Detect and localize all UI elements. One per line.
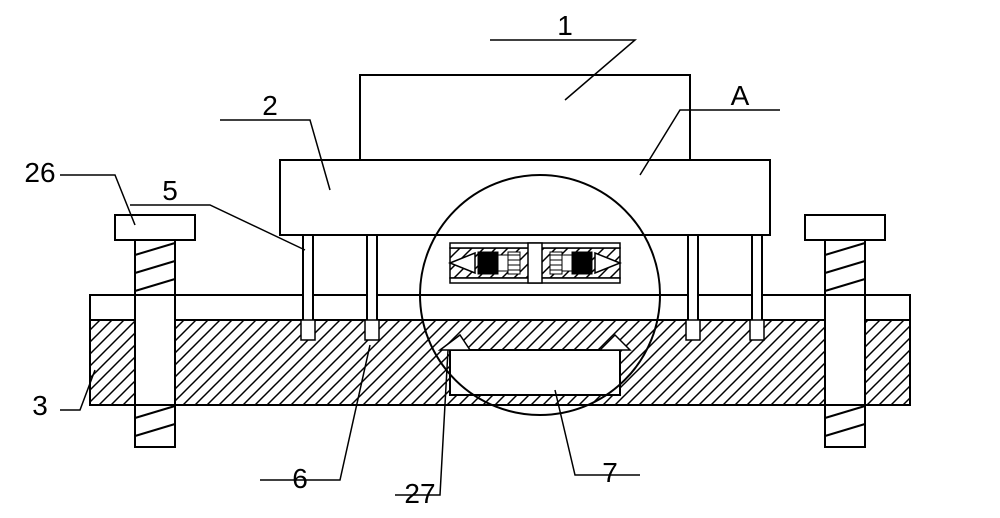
label-6: 6 <box>292 463 308 494</box>
label-A: A <box>731 80 750 111</box>
center-assembly <box>450 243 620 283</box>
bolt-cap-left <box>115 215 195 240</box>
label-26: 26 <box>24 157 55 188</box>
label-1: 1 <box>557 10 573 41</box>
label-7: 7 <box>602 457 618 488</box>
label-2: 2 <box>262 90 278 121</box>
bolt-cap-right <box>805 215 885 240</box>
top-block <box>360 75 690 160</box>
rail <box>90 295 910 320</box>
label-3: 3 <box>32 390 48 421</box>
label-5: 5 <box>162 175 178 206</box>
bolt-right <box>825 240 865 447</box>
recess-7 <box>450 350 620 395</box>
label-27: 27 <box>404 478 435 509</box>
bolt-left <box>135 240 175 447</box>
mid-block <box>280 160 770 235</box>
